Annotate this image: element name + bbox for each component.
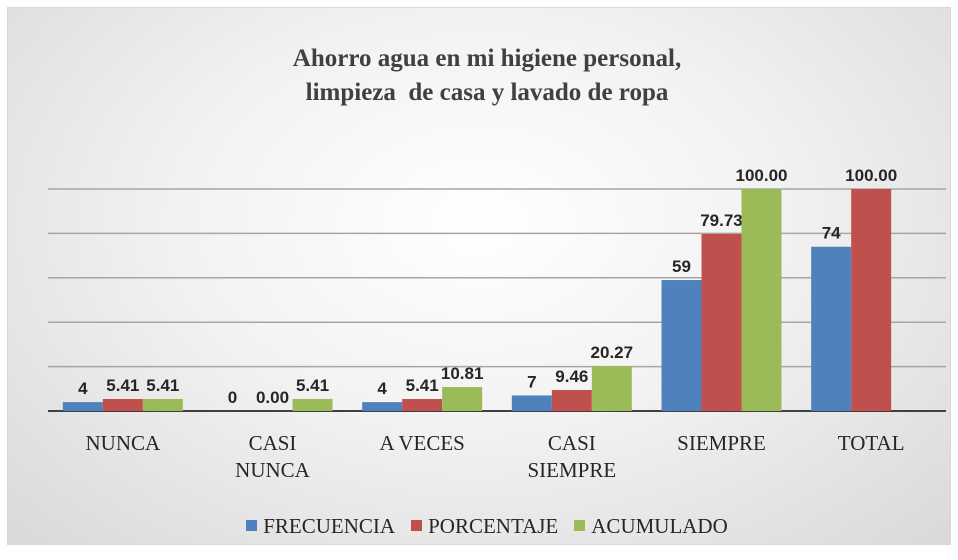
bar [292, 398, 333, 411]
data-label: 9.46 [555, 367, 588, 386]
x-tick-label: CASI NUNCA [235, 431, 310, 482]
data-label: 20.27 [591, 343, 634, 362]
x-tick-label: CASI SIEMPRE [527, 431, 617, 482]
x-tick-label: A VECES [379, 431, 465, 455]
bar [851, 189, 892, 411]
x-tick-label: NUNCA [85, 431, 161, 455]
legend-item: FRECUENCIA [246, 514, 395, 539]
data-label: 100.00 [736, 166, 788, 185]
legend-item: ACUMULADO [574, 514, 728, 539]
data-label: 100.00 [845, 166, 897, 185]
legend-label: ACUMULADO [591, 514, 728, 538]
bar [102, 398, 143, 411]
legend-swatch [246, 520, 258, 531]
data-label: 0.00 [256, 388, 289, 407]
bar [811, 246, 852, 411]
data-label: 7 [527, 372, 536, 391]
legend-label: FRECUENCIA [263, 514, 396, 538]
bar [362, 402, 403, 411]
bar [62, 402, 103, 411]
legend-label: PORCENTAJE [428, 514, 559, 538]
bar [442, 387, 483, 411]
chart-title: Ahorro agua en mi higiene personal, limp… [292, 45, 682, 106]
data-label: 10.81 [441, 364, 484, 383]
data-label: 5.41 [296, 376, 329, 395]
data-label: 5.41 [106, 376, 139, 395]
data-label: 59 [672, 257, 691, 276]
data-label: 4 [78, 379, 88, 398]
bar [591, 366, 632, 411]
legend-swatch [574, 520, 586, 531]
legend: FRECUENCIA PORCENTAJE ACUMULADO [8, 514, 958, 539]
bar [701, 233, 742, 411]
data-label: 5.41 [406, 376, 439, 395]
data-label: 79.73 [700, 211, 743, 230]
legend-swatch [411, 520, 423, 531]
bar [142, 398, 183, 411]
data-label: 0 [228, 388, 237, 407]
data-label: 74 [822, 224, 841, 243]
x-tick-label: SIEMPRE [677, 431, 766, 455]
bar [511, 395, 552, 411]
x-tick-label: TOTAL [837, 431, 905, 455]
data-label: 5.41 [146, 376, 179, 395]
bar [661, 280, 702, 411]
legend-item: PORCENTAJE [411, 514, 558, 539]
bar [741, 189, 782, 411]
data-label: 4 [377, 379, 387, 398]
bar [402, 398, 443, 411]
bar [551, 389, 592, 411]
